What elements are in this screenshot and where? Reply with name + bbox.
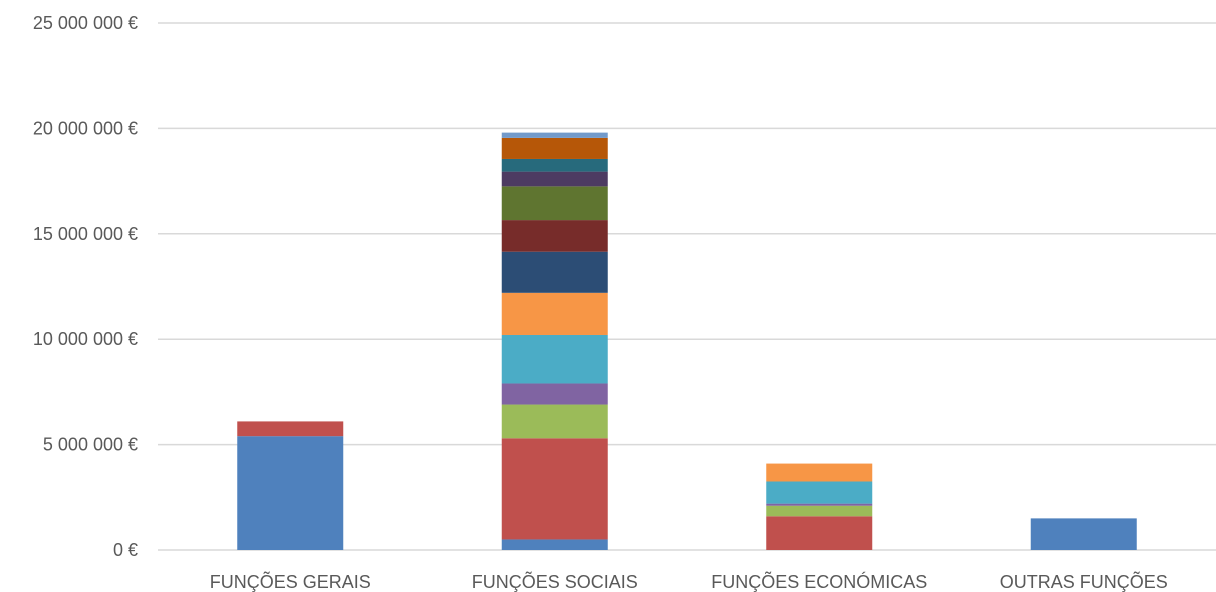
bar-segment bbox=[501, 383, 608, 405]
y-tick-label: 15 000 000 € bbox=[33, 224, 138, 244]
x-category-label: FUNÇÕES GERAIS bbox=[210, 571, 371, 592]
y-axis-tick-labels: 0 € 5 000 000 € 10 000 000 € 15 000 000 € 20… bbox=[33, 13, 138, 560]
bar-segment bbox=[501, 132, 608, 138]
bar-stack bbox=[501, 132, 608, 550]
bar-segment bbox=[501, 292, 608, 335]
bars bbox=[237, 132, 1137, 550]
bar-segment bbox=[766, 505, 873, 517]
bar-stack bbox=[1030, 518, 1137, 550]
y-tick-label: 20 000 000 € bbox=[33, 118, 138, 138]
bar-segment bbox=[766, 463, 873, 482]
bar-segment bbox=[501, 539, 608, 550]
bar-segment bbox=[766, 516, 873, 550]
bar-segment bbox=[501, 220, 608, 252]
bar-segment bbox=[766, 481, 873, 504]
bar-segment bbox=[501, 334, 608, 384]
x-axis-category-labels: FUNÇÕES GERAIS FUNÇÕES SOCIAIS FUNÇÕES ECO… bbox=[210, 571, 1168, 592]
bar-segment bbox=[766, 503, 873, 506]
y-tick-label: 0 € bbox=[113, 540, 138, 560]
bar-segment bbox=[237, 421, 344, 437]
bar-stack bbox=[766, 463, 873, 550]
bar-segment bbox=[501, 186, 608, 221]
y-tick-label: 5 000 000 € bbox=[43, 435, 138, 455]
bar-stack bbox=[237, 421, 344, 550]
y-tick-label: 25 000 000 € bbox=[33, 13, 138, 33]
y-tick-label: 10 000 000 € bbox=[33, 329, 138, 349]
bar-segment bbox=[501, 137, 608, 159]
bar-segment bbox=[501, 438, 608, 540]
x-category-label: FUNÇÕES SOCIAIS bbox=[472, 571, 638, 592]
bar-segment bbox=[501, 251, 608, 293]
bar-segment bbox=[237, 436, 344, 550]
bar-segment bbox=[501, 171, 608, 187]
bar-segment bbox=[501, 404, 608, 439]
bar-segment bbox=[1030, 518, 1137, 550]
bar-segment bbox=[501, 158, 608, 172]
x-category-label: OUTRAS FUNÇÕES bbox=[1000, 571, 1168, 592]
x-category-label: FUNÇÕES ECONÓMICAS bbox=[711, 571, 927, 592]
